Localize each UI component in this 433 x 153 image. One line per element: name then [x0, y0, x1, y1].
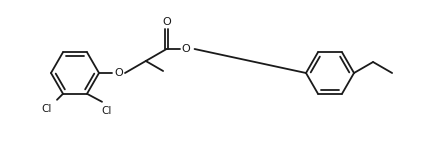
Text: Cl: Cl: [101, 106, 111, 116]
Text: Cl: Cl: [41, 104, 52, 114]
Text: O: O: [114, 68, 123, 78]
Text: O: O: [162, 17, 171, 27]
Text: O: O: [181, 44, 191, 54]
